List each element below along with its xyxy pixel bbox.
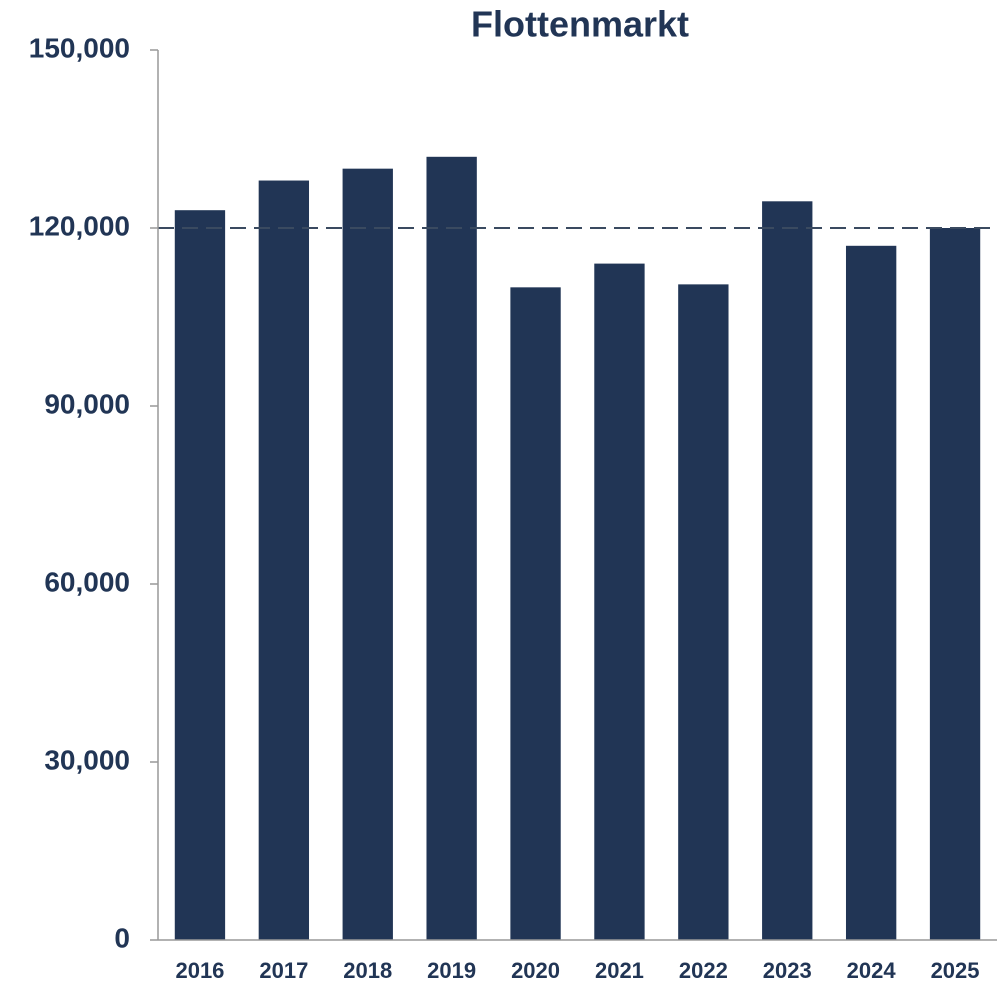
bar (845, 245, 897, 941)
y-tick-label: 30,000 (44, 744, 130, 775)
bar (762, 201, 813, 941)
bar (678, 284, 729, 940)
bar (426, 156, 477, 941)
y-tick-label: 0 (114, 922, 130, 953)
bar (342, 168, 393, 940)
chart-title: Flottenmarkt (471, 4, 689, 45)
x-tick-label: 2016 (175, 958, 224, 983)
bar (174, 210, 226, 940)
x-tick-label: 2021 (595, 958, 644, 983)
x-tick-label: 2018 (343, 958, 392, 983)
x-tick-label: 2019 (427, 958, 476, 983)
bar (258, 180, 310, 941)
x-tick-label: 2023 (763, 958, 812, 983)
bar (594, 263, 645, 941)
x-tick-label: 2025 (931, 958, 980, 983)
y-tick-label: 120,000 (29, 210, 130, 241)
bar (510, 287, 561, 940)
bar (929, 228, 981, 940)
y-tick-label: 60,000 (44, 566, 130, 597)
x-tick-label: 2020 (511, 958, 560, 983)
x-tick-label: 2017 (259, 958, 308, 983)
x-tick-label: 2024 (847, 958, 897, 983)
x-tick-label: 2022 (679, 958, 728, 983)
y-tick-label: 150,000 (29, 32, 130, 63)
y-tick-label: 90,000 (44, 388, 130, 419)
